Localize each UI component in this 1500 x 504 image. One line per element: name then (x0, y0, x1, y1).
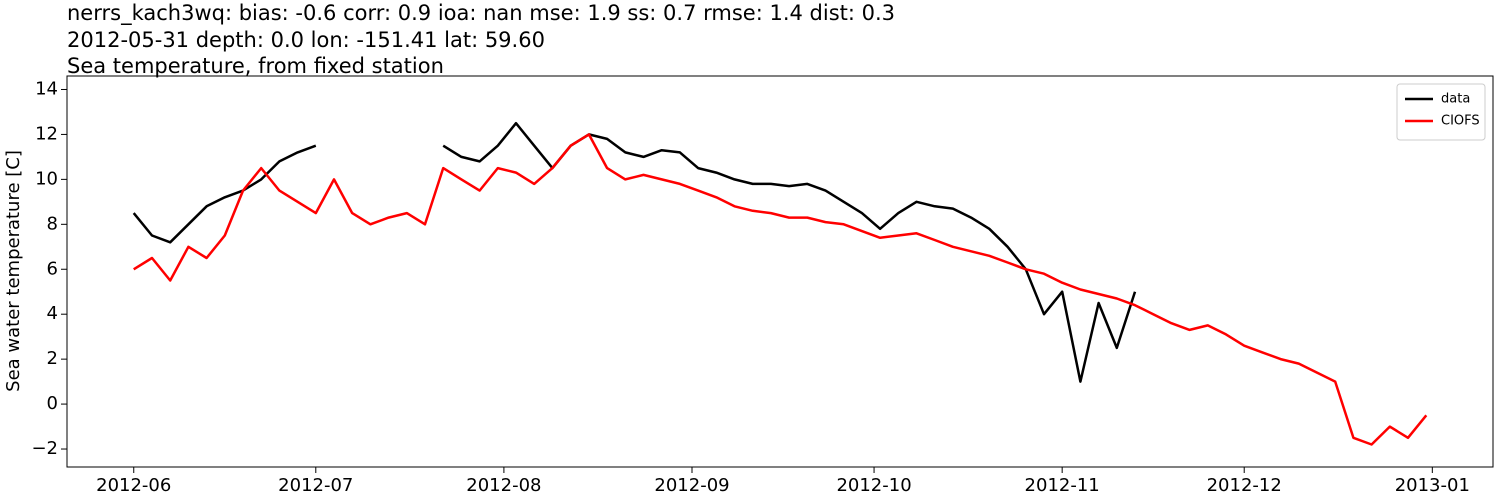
y-tick-label: 0 (47, 393, 58, 414)
y-tick-label: 2 (47, 348, 58, 369)
y-tick-label: 6 (47, 258, 58, 279)
x-tick-label: 2012-11 (1025, 475, 1100, 496)
legend-label: data (1441, 92, 1470, 107)
x-tick-label: 2012-12 (1207, 475, 1282, 496)
x-tick-label: 2012-10 (836, 475, 911, 496)
x-tick-label: 2013-01 (1395, 475, 1470, 496)
legend-label: CIOFS (1441, 114, 1480, 129)
chart-title: nerrs_kach3wq: bias: -0.6 corr: 0.9 ioa:… (67, 1, 895, 26)
plot-frame (66, 75, 1494, 468)
x-tick-label: 2012-09 (654, 475, 729, 496)
y-tick-label: 8 (47, 213, 58, 234)
y-tick-label: −2 (31, 438, 58, 459)
y-tick-label: 12 (35, 123, 58, 144)
y-tick-label: 4 (47, 303, 58, 324)
x-tick-label: 2012-08 (466, 475, 541, 496)
y-tick-label: 10 (35, 168, 58, 189)
chart-subtitle: Sea temperature, from fixed station (67, 54, 444, 78)
y-tick-label: 14 (35, 78, 58, 99)
data-line (133, 133, 1428, 446)
y-axis-label: Sea water temperature [C] (3, 150, 24, 392)
data-line (132, 121, 1137, 383)
x-tick-label: 2012-07 (278, 475, 353, 496)
chart-subtitle: 2012-05-31 depth: 0.0 lon: -151.41 lat: … (67, 28, 545, 52)
x-tick-label: 2012-06 (96, 475, 171, 496)
